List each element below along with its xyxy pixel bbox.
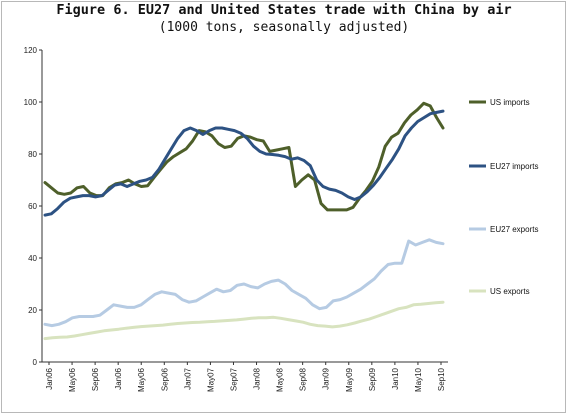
- series-line-us-exports: [43, 300, 445, 341]
- y-tick-label: 40: [28, 254, 37, 263]
- chart-subtitle: (1000 tons, seasonally adjusted): [158, 20, 410, 35]
- y-tick-label: 20: [28, 306, 37, 315]
- x-tick-label: Jan06: [114, 367, 123, 389]
- x-tick-label: Sep09: [368, 367, 377, 391]
- x-tick-label: Sep06: [160, 367, 169, 391]
- x-tick-label: Sep10: [437, 367, 446, 391]
- series-line-eu27-imports: [43, 109, 445, 217]
- x-tick-label: Sep07: [229, 367, 238, 391]
- y-tick-label: 60: [28, 202, 37, 211]
- legend: US imports EU27 imports EU27 exports US exp…: [469, 98, 538, 296]
- series-lines: [43, 101, 445, 341]
- legend-label: EU27 exports: [490, 225, 538, 234]
- y-tick-label: 80: [28, 150, 37, 159]
- axes: 0 20 40 60 80 100 120 Jan06 May06 Sep06 Jan06 May06…: [24, 46, 448, 392]
- legend-label: US exports: [490, 287, 530, 296]
- x-tick-label: May06: [137, 367, 146, 392]
- legend-label: EU27 imports: [490, 162, 538, 171]
- x-tick-label: May09: [345, 367, 354, 392]
- x-tick-label: Jan08: [253, 367, 262, 389]
- x-tick-label: Jan09: [322, 367, 331, 389]
- x-tick-label: Sep06: [91, 367, 100, 391]
- series-line-eu27-exports: [43, 238, 445, 328]
- y-tick-label: 100: [24, 98, 38, 107]
- y-tick-label: 0: [33, 358, 38, 367]
- x-tick-label: Jan10: [391, 367, 400, 389]
- x-tick-label: May08: [276, 367, 285, 392]
- chart-title: Figure 6. EU27 and United States trade w…: [56, 2, 512, 18]
- legend-label: US imports: [490, 98, 530, 107]
- y-tick-label: 120: [24, 46, 38, 55]
- x-tick-label: May06: [68, 367, 77, 392]
- x-tick-label: Sep08: [299, 367, 308, 391]
- x-tick-label: May10: [414, 367, 423, 392]
- x-tick-label: Jan07: [183, 367, 192, 389]
- x-tick-label: May07: [206, 367, 215, 392]
- x-tick-label: Jan06: [45, 367, 54, 389]
